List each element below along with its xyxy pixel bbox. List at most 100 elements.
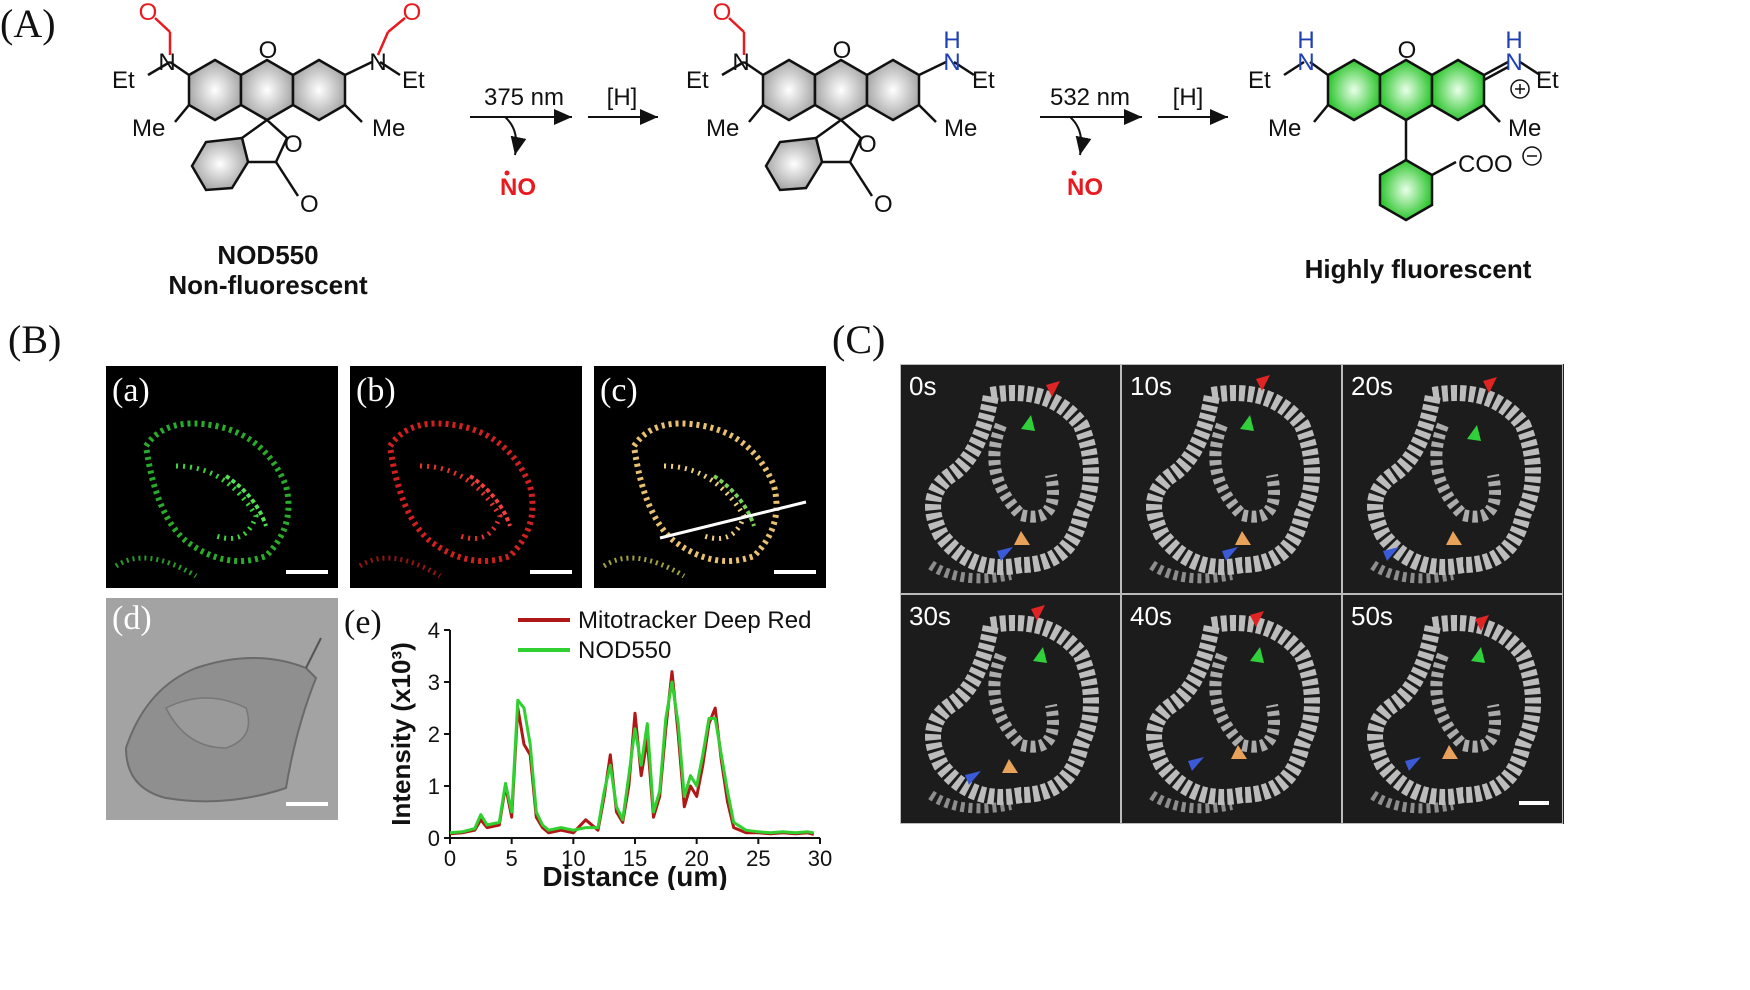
image-tile-b: (b) (350, 366, 582, 588)
y-tick-label: 0 (428, 826, 440, 851)
blue-arrow-icon (965, 771, 981, 785)
mitochondria-grayscale-image (1343, 595, 1562, 823)
tile-label-d: (d) (112, 600, 152, 637)
green-arrow-icon (1240, 415, 1254, 431)
o-atom: O (833, 37, 852, 64)
et-label: Et (686, 67, 709, 94)
red-arrow-icon (1256, 375, 1270, 391)
image-tile-d: (d) (106, 598, 338, 820)
orange-arrow-icon (1231, 745, 1247, 759)
red-arrow-icon (1031, 605, 1045, 621)
orange-arrow-icon (1002, 759, 1018, 773)
frame-time-label: 50s (1351, 601, 1393, 631)
blue-arrow-icon (997, 547, 1013, 561)
scale-bar (286, 570, 328, 574)
n-atom: N (1297, 49, 1314, 76)
n-atom: N (369, 49, 386, 76)
o-atom: O (284, 131, 303, 158)
release-arrow (1069, 116, 1092, 156)
mitochondria-grayscale-image (901, 595, 1120, 823)
tile-label-e: (e) (344, 604, 382, 641)
panel-letter-b: (B) (8, 317, 62, 362)
et-label: Et (1248, 67, 1271, 94)
mitochondria-grayscale-image (1343, 365, 1562, 593)
me-label: Me (706, 115, 739, 142)
molecule-intermediate (721, 17, 975, 197)
green-arrow-icon (1471, 647, 1485, 663)
o-atom: O (403, 0, 422, 26)
frame-time-label: 0s (909, 371, 937, 401)
n-atom: N (1505, 49, 1522, 76)
scale-bar (530, 570, 572, 574)
merged-overlay-image (602, 420, 807, 579)
blue-arrow-icon (1405, 757, 1421, 771)
release-arrow (504, 116, 527, 156)
y-axis-label: Intensity (x10³) (386, 642, 416, 826)
mitochondria-grayscale-image (1122, 365, 1341, 593)
frame-time-label: 30s (909, 601, 951, 631)
legend-label: Mitotracker Deep Red (578, 607, 811, 634)
h-atom: H (943, 27, 960, 54)
x-tick-label: 0 (444, 846, 456, 871)
ring-right (291, 58, 347, 122)
chart-legend: Mitotracker Deep Red NOD550 (518, 607, 811, 664)
orange-arrow-icon (1014, 531, 1030, 545)
h-atom: H (1297, 27, 1314, 54)
panel-letter-c: (C) (832, 317, 886, 362)
compound-state-nonfluorescent: Non-fluorescent (168, 270, 368, 300)
no-byproduct: NO (500, 174, 536, 201)
o-atom: O (713, 0, 732, 26)
x-tick-label: 30 (808, 846, 832, 871)
green-arrow-icon (1033, 647, 1047, 663)
et-label: Et (402, 67, 425, 94)
tile-label-b: (b) (356, 372, 396, 409)
series-line-nod550 (449, 680, 815, 835)
lactone-ring (240, 118, 289, 164)
red-arrow-icon (1046, 381, 1060, 397)
et-label: Et (112, 67, 135, 94)
timelapse-frame: 20s (1342, 364, 1563, 594)
o-atom: O (858, 131, 877, 158)
orange-arrow-icon (1442, 745, 1458, 759)
molecule-product (1283, 58, 1542, 222)
reagent-h: [H] (1173, 84, 1204, 111)
frame-time-label: 20s (1351, 371, 1393, 401)
legend-label: NOD550 (578, 637, 671, 664)
y-tick-label: 2 (428, 722, 440, 747)
red-arrow-icon (1475, 615, 1489, 631)
tile-label-c: (c) (600, 372, 638, 409)
x-tick-label: 20 (684, 846, 708, 871)
timelapse-frame: 50s (1342, 594, 1563, 824)
intensity-profile-chart: 0 5 10 15 20 25 30 0 1 2 3 4 Mitotracker Deep Red NO… (386, 607, 832, 890)
me-label: Me (372, 115, 405, 142)
chart-series (449, 670, 815, 836)
benzo-ring (190, 136, 250, 192)
carboxylate-label: COO (1458, 151, 1513, 178)
scale-bar (774, 570, 816, 574)
me-label: Me (944, 115, 977, 142)
red-arrow-icon (1250, 611, 1264, 627)
green-arrow-icon (1021, 415, 1035, 431)
radical-dot (1071, 170, 1077, 176)
green-arrow-icon (1467, 425, 1481, 441)
y-tick-label: 3 (428, 670, 440, 695)
x-axis-label: Distance (um) (542, 861, 727, 890)
timelapse-frame: 30s (900, 594, 1121, 824)
radical-dot (504, 170, 510, 176)
ring-center (239, 58, 295, 122)
blue-arrow-icon (1188, 757, 1204, 771)
line-profile (659, 500, 807, 540)
no-byproduct: NO (1067, 174, 1103, 201)
image-tile-c: (c) (594, 366, 826, 588)
ring-left (187, 58, 243, 122)
blue-arrow-icon (1383, 547, 1399, 561)
frame-time-label: 10s (1130, 371, 1172, 401)
blue-arrow-icon (1222, 547, 1238, 561)
image-tile-a: (a) (106, 366, 338, 588)
frame-time-label: 40s (1130, 601, 1172, 631)
me-label: Me (1508, 115, 1541, 142)
panel-letter-a: (A) (0, 1, 56, 46)
scale-bar (286, 802, 328, 806)
y-tick-label: 1 (428, 774, 440, 799)
mitochondria-red-image (358, 420, 536, 579)
